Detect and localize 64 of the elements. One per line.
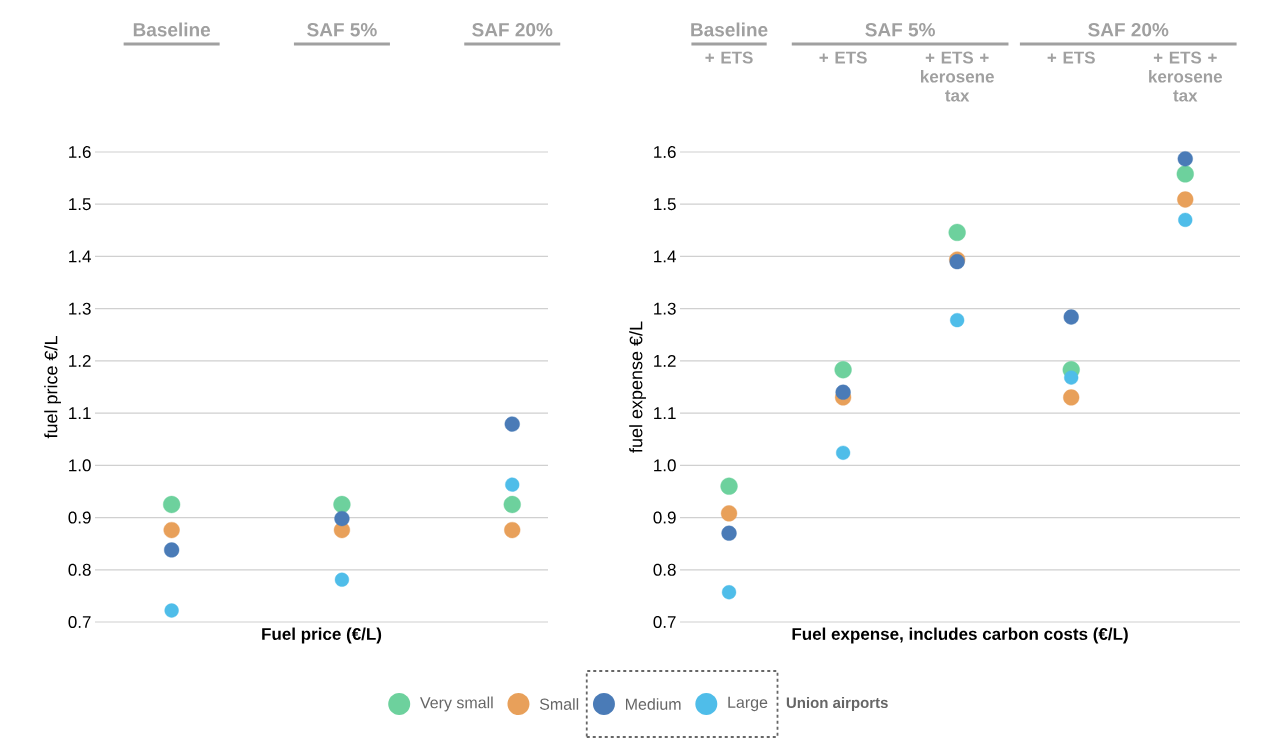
y-tick-label: 0.8 (653, 563, 676, 576)
y-tick-label: 1.2 (654, 354, 676, 367)
x-tick-label: + ETS + kerosene tax (1149, 51, 1223, 102)
point (1176, 165, 1194, 183)
point (1064, 370, 1079, 385)
legend-title: Union airports (786, 697, 888, 711)
y-tick-label: 0.8 (68, 563, 91, 576)
point (721, 585, 737, 600)
point (721, 525, 737, 541)
y-tick-label: 1.0 (69, 459, 91, 472)
point (950, 313, 965, 328)
point (834, 361, 852, 379)
x-tick-label: SAF 5% (307, 23, 377, 37)
y-tick-label: 1.0 (654, 459, 676, 472)
x-tick-label: + ETS + kerosene tax (921, 51, 994, 102)
point (948, 223, 966, 242)
point (504, 416, 520, 432)
y-tick-label: 1.4 (69, 250, 91, 263)
y-tick-label: 0.7 (68, 615, 91, 629)
y-tick-label: 1.4 (654, 250, 676, 263)
x-axis-title: Fuel expense, includes carbon costs (€/L) (792, 627, 1128, 644)
y-tick-label: 1.1 (654, 407, 676, 419)
y-tick-label: 1.5 (654, 198, 676, 211)
point (334, 572, 350, 587)
point (164, 603, 179, 618)
legend-label: Very small (420, 696, 493, 712)
legend-label: Medium (626, 698, 681, 710)
y-tick-label: 1.6 (69, 145, 91, 159)
x-tick-label: + ETS (819, 51, 867, 64)
point (720, 477, 738, 495)
legend-label: Small (539, 698, 579, 710)
y-tick-label: 1.1 (69, 407, 91, 419)
x-tick-label: SAF 20% (472, 23, 553, 37)
y-axis-title: fuel expense €/L (629, 321, 646, 453)
point (334, 511, 350, 527)
x-tick-label: + ETS (1047, 51, 1095, 64)
point (503, 495, 521, 514)
point (720, 505, 738, 522)
legend-label: Large (728, 696, 768, 712)
point (1063, 389, 1080, 406)
x-tick-label: Baseline (133, 22, 211, 37)
y-tick-label: 0.7 (653, 615, 676, 629)
point (836, 445, 851, 460)
point (505, 477, 520, 492)
x-axis-title: Fuel price (€/L) (262, 627, 382, 644)
point (333, 495, 351, 514)
point (504, 521, 521, 539)
point (163, 521, 180, 539)
point (1177, 191, 1194, 208)
y-tick-label: 1.3 (69, 302, 91, 315)
point (1063, 309, 1079, 325)
y-tick-label: 1.5 (69, 198, 91, 211)
y-tick-label: 0.9 (68, 511, 91, 524)
y-tick-label: 1.6 (654, 145, 676, 159)
y-tick-label: 1.3 (654, 302, 676, 315)
point (1178, 212, 1193, 227)
point (835, 384, 851, 400)
y-axis-title: fuel price €/L (44, 336, 61, 439)
point (163, 495, 181, 514)
point (164, 542, 180, 558)
y-tick-label: 1.2 (69, 354, 91, 367)
x-tick-label: + ETS (705, 51, 753, 64)
point (1177, 151, 1193, 167)
y-tick-label: 0.9 (653, 511, 676, 524)
